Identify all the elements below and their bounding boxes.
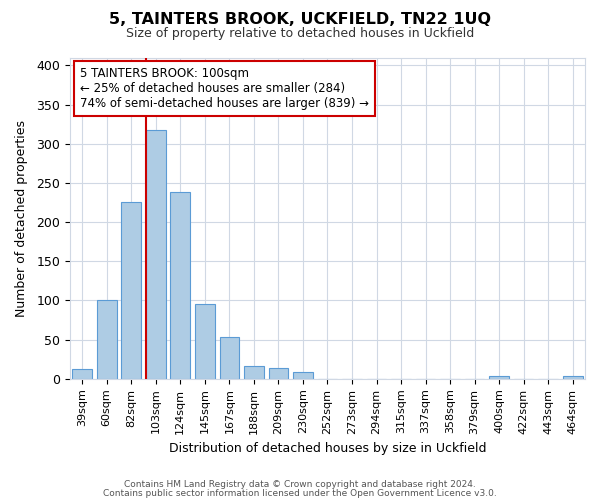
Bar — [563, 376, 583, 379]
Text: 5, TAINTERS BROOK, UCKFIELD, TN22 1UQ: 5, TAINTERS BROOK, UCKFIELD, TN22 1UQ — [109, 12, 491, 28]
Bar — [195, 304, 215, 379]
Bar — [269, 368, 288, 379]
Bar — [244, 366, 263, 379]
Bar — [73, 368, 92, 379]
Bar — [146, 130, 166, 379]
Text: Size of property relative to detached houses in Uckfield: Size of property relative to detached ho… — [126, 28, 474, 40]
Text: 5 TAINTERS BROOK: 100sqm
← 25% of detached houses are smaller (284)
74% of semi-: 5 TAINTERS BROOK: 100sqm ← 25% of detach… — [80, 67, 369, 110]
Y-axis label: Number of detached properties: Number of detached properties — [15, 120, 28, 316]
Bar — [121, 202, 141, 379]
Text: Contains HM Land Registry data © Crown copyright and database right 2024.: Contains HM Land Registry data © Crown c… — [124, 480, 476, 489]
Bar — [490, 376, 509, 379]
Bar — [293, 372, 313, 379]
Text: Contains public sector information licensed under the Open Government Licence v3: Contains public sector information licen… — [103, 488, 497, 498]
Bar — [170, 192, 190, 379]
Bar — [220, 338, 239, 379]
X-axis label: Distribution of detached houses by size in Uckfield: Distribution of detached houses by size … — [169, 442, 486, 455]
Bar — [97, 300, 116, 379]
